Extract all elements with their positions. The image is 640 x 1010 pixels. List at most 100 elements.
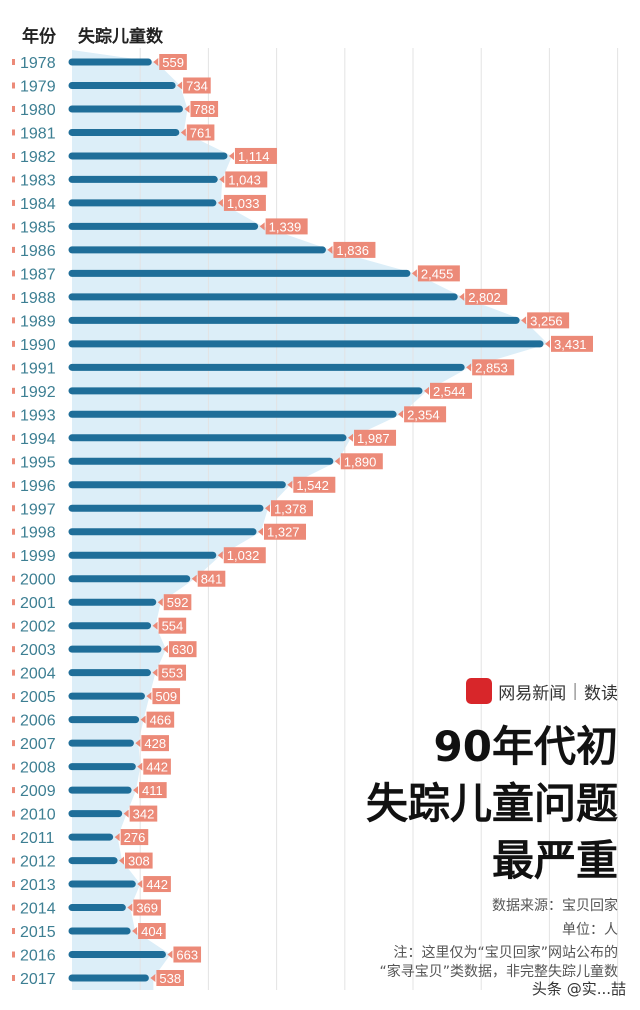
value-label: 761 <box>190 125 212 140</box>
year-tick <box>12 787 15 794</box>
value-label: 1,043 <box>228 172 261 187</box>
value-label-bg <box>158 617 187 634</box>
year-label: 2013 <box>20 877 56 894</box>
year-label: 2005 <box>20 689 56 706</box>
title-line: 失踪儿童问题 <box>365 779 618 828</box>
value-label: 2,455 <box>421 266 454 281</box>
label-pointer <box>191 574 197 583</box>
value-label-bg <box>120 829 149 846</box>
label-pointer <box>459 292 465 301</box>
value-label-bg <box>333 241 376 258</box>
value-label-bg <box>138 923 166 940</box>
footnote: 注：这里仅为“宝贝回家”网站公布的 “家寻宝贝”类数据，非完整失踪儿童数 <box>379 944 618 982</box>
value-label-bg <box>125 852 153 869</box>
brand: 网易新闻 | 数读 <box>466 678 618 704</box>
value-label-bg <box>186 124 215 141</box>
netease-logo-icon <box>466 678 493 704</box>
year-label: 2012 <box>20 854 56 871</box>
year-tick <box>12 82 15 89</box>
label-pointer <box>466 363 472 372</box>
year-label: 1980 <box>20 102 56 119</box>
label-pointer <box>521 316 527 325</box>
value-label-bg <box>146 711 175 728</box>
value-label: 3,256 <box>530 313 563 328</box>
year-tick <box>12 199 15 206</box>
label-pointer <box>217 198 223 207</box>
value-label-bg <box>430 382 473 399</box>
value-label: 428 <box>144 736 166 751</box>
value-label: 592 <box>167 595 189 610</box>
value-label: 2,354 <box>407 407 440 422</box>
year-label: 2000 <box>20 572 56 589</box>
value-label-bg <box>551 335 593 352</box>
label-pointer <box>133 786 139 795</box>
label-pointer <box>327 245 333 254</box>
value-label: 2,544 <box>433 384 466 399</box>
value-label: 509 <box>155 689 177 704</box>
year-label: 1978 <box>20 55 56 72</box>
value-label: 1,032 <box>227 548 260 563</box>
value-label: 1,339 <box>269 219 302 234</box>
year-tick <box>12 975 15 981</box>
year-label: 2003 <box>20 642 56 659</box>
year-tick <box>12 481 15 488</box>
year-label: 1993 <box>20 407 56 424</box>
value-label: 1,987 <box>357 431 390 446</box>
label-pointer <box>137 762 143 771</box>
label-pointer <box>259 222 265 231</box>
value-label: 308 <box>128 854 150 869</box>
year-label: 2014 <box>20 901 56 918</box>
label-pointer <box>152 668 158 677</box>
year-tick <box>12 364 15 371</box>
label-pointer <box>123 809 129 818</box>
year-tick <box>12 693 15 700</box>
value-label-bg <box>133 899 161 916</box>
year-tick <box>12 951 15 958</box>
chart-title: 90年代初 失踪儿童问题 最严重 <box>366 718 618 889</box>
year-label: 2011 <box>20 830 55 847</box>
value-label: 788 <box>193 102 215 117</box>
year-tick <box>12 599 15 606</box>
value-label-bg <box>472 359 515 376</box>
year-label: 1985 <box>20 219 56 236</box>
year-label: 2017 <box>20 971 56 988</box>
value-label-bg <box>293 476 336 493</box>
label-pointer <box>127 903 133 912</box>
note-line: 注：这里仅为“宝贝回家”网站公布的 <box>393 945 618 961</box>
value-label-bg <box>159 54 187 70</box>
value-label-bg <box>183 77 211 94</box>
value-label: 1,114 <box>238 149 270 164</box>
label-pointer <box>287 480 293 489</box>
value-label: 411 <box>142 783 163 798</box>
year-label: 1999 <box>20 548 56 565</box>
value-label: 559 <box>162 55 184 70</box>
value-label: 1,378 <box>274 501 307 516</box>
year-tick <box>12 129 15 136</box>
year-tick <box>12 246 15 253</box>
brand-name: 网易新闻 <box>498 683 567 704</box>
title-line: 最严重 <box>491 836 618 885</box>
label-pointer <box>219 175 225 184</box>
value-label: 3,431 <box>554 337 587 352</box>
year-label: 1987 <box>20 266 56 283</box>
value-label-bg <box>168 641 197 658</box>
value-label-bg <box>152 688 181 705</box>
year-tick <box>12 293 15 300</box>
label-pointer <box>152 621 158 630</box>
year-tick <box>12 834 15 841</box>
year-label: 1982 <box>20 149 56 166</box>
value-label-bg <box>264 523 307 540</box>
year-tick <box>12 434 15 441</box>
year-label: 2015 <box>20 924 56 941</box>
unit-label: 单位：人 <box>562 922 618 938</box>
label-pointer <box>146 692 152 701</box>
value-label: 663 <box>176 948 198 963</box>
note-line: “家寻宝贝”类数据，非完整失踪儿童数 <box>379 964 618 980</box>
year-label: 1994 <box>20 431 56 448</box>
value-label: 442 <box>146 760 168 775</box>
value-label-bg <box>225 171 268 188</box>
value-label: 369 <box>136 901 158 916</box>
value-label: 1,542 <box>296 478 329 493</box>
year-label: 1988 <box>20 290 56 307</box>
year-label: 2006 <box>20 713 56 730</box>
